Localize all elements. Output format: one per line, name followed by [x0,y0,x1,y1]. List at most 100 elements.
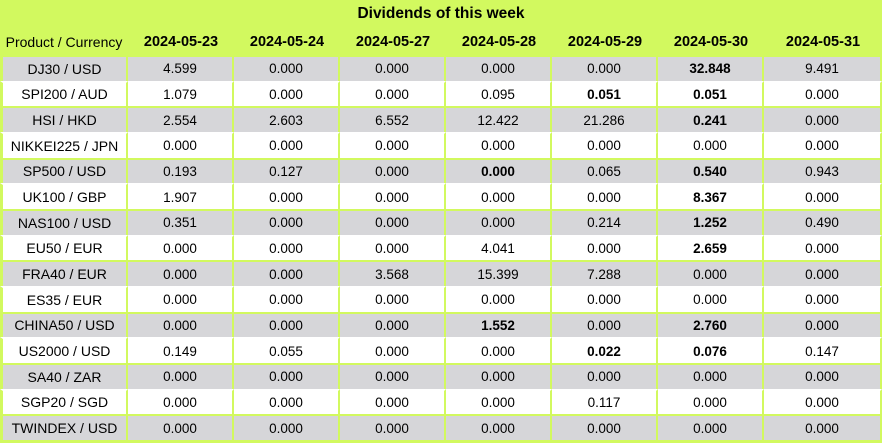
dividend-value-cell: 21.286 [552,106,658,132]
dividend-value-cell: 0.147 [764,337,882,363]
dividend-value-cell: 0.000 [764,285,882,312]
dividend-value-cell: 1.552 [446,311,552,338]
dividend-value-cell: 0.000 [128,311,234,338]
dividend-value-cell: 2.603 [234,106,340,132]
dividend-value-cell: 0.000 [552,285,658,312]
dividend-value-cell: 12.422 [446,106,552,132]
dividend-value-cell: 7.288 [552,260,658,286]
table-row: NAS100 / USD 0.351 0.000 0.000 0.000 0.214 1.2… [0,208,882,235]
column-header-product-currency: Product / Currency [0,28,128,55]
table-row: SPI200 / AUD 1.079 0.000 0.000 0.095 0.051 0.0… [0,80,882,107]
dividend-value-cell: 32.848 [658,55,764,81]
dividend-value-cell: 0.000 [234,80,340,107]
dividend-value-cell: 0.000 [128,388,234,415]
dividend-value-cell: 0.000 [234,55,340,81]
dividend-value-cell: 0.000 [128,362,234,389]
dividend-value-cell: 0.000 [764,311,882,338]
dividend-value-cell: 4.041 [446,234,552,261]
dividend-value-cell: 0.000 [764,260,882,286]
product-cell: NAS100 / USD [0,208,128,235]
table-row: SA40 / ZAR 0.000 0.000 0.000 0.000 0.000 0.000… [0,362,882,389]
dividend-value-cell: 0.000 [234,388,340,415]
dividend-value-cell: 0.241 [658,106,764,132]
dividend-value-cell: 0.000 [128,260,234,286]
dividend-value-cell: 0.055 [234,337,340,363]
dividend-value-cell: 0.000 [234,131,340,158]
dividend-value-cell: 0.000 [446,55,552,81]
column-header-date: 2024-05-24 [234,28,340,55]
dividend-value-cell: 1.252 [658,208,764,235]
table-row: US2000 / USD 0.149 0.055 0.000 0.000 0.022 0.0… [0,337,882,363]
dividend-value-cell: 9.491 [764,55,882,81]
dividend-value-cell: 0.000 [234,260,340,286]
table-row: NIKKEI225 / JPN 0.000 0.000 0.000 0.000 0.000… [0,131,882,158]
column-header-date: 2024-05-23 [128,28,234,55]
dividend-value-cell: 0.000 [764,388,882,415]
table-row: SP500 / USD 0.193 0.127 0.000 0.000 0.065 0.54… [0,157,882,184]
dividend-value-cell: 0.000 [658,388,764,415]
dividend-value-cell: 2.760 [658,311,764,338]
dividend-value-cell: 0.943 [764,157,882,184]
product-cell: US2000 / USD [0,337,128,363]
dividend-value-cell: 0.000 [552,414,658,440]
dividend-value-cell: 6.552 [340,106,446,132]
column-header-date: 2024-05-28 [446,28,552,55]
dividend-value-cell: 0.000 [658,260,764,286]
dividend-value-cell: 1.079 [128,80,234,107]
dividend-value-cell: 0.076 [658,337,764,363]
dividend-value-cell: 0.000 [552,131,658,158]
product-cell: CHINA50 / USD [0,311,128,338]
dividend-value-cell: 0.000 [446,388,552,415]
dividend-value-cell: 0.000 [446,183,552,209]
dividend-value-cell: 0.000 [340,157,446,184]
dividend-value-cell: 0.000 [764,80,882,107]
dividend-value-cell: 0.000 [340,183,446,209]
dividend-value-cell: 0.000 [340,414,446,440]
dividend-value-cell: 2.554 [128,106,234,132]
dividend-value-cell: 0.000 [764,362,882,389]
dividend-value-cell: 0.000 [552,234,658,261]
dividend-value-cell: 0.000 [658,285,764,312]
dividend-value-cell: 0.000 [658,131,764,158]
dividend-value-cell: 0.117 [552,388,658,415]
dividend-value-cell: 4.599 [128,55,234,81]
table-row: EU50 / EUR 0.000 0.000 0.000 4.041 0.000 2.659… [0,234,882,261]
dividend-value-cell: 0.000 [128,234,234,261]
column-header-date: 2024-05-31 [764,28,882,55]
dividend-value-cell: 0.000 [340,234,446,261]
dividend-value-cell: 0.000 [340,285,446,312]
dividend-value-cell: 0.000 [234,362,340,389]
dividend-value-cell: 0.351 [128,208,234,235]
product-cell: SGP20 / SGD [0,388,128,415]
dividend-value-cell: 0.000 [764,106,882,132]
product-cell: NIKKEI225 / JPN [0,131,128,158]
dividend-value-cell: 0.065 [552,157,658,184]
dividend-value-cell: 0.000 [128,131,234,158]
product-cell: SPI200 / AUD [0,80,128,107]
dividend-value-cell: 0.000 [446,131,552,158]
dividend-value-cell: 0.051 [658,80,764,107]
dividend-value-cell: 0.000 [446,414,552,440]
product-cell: HSI / HKD [0,106,128,132]
product-cell: SP500 / USD [0,157,128,184]
product-cell: DJ30 / USD [0,55,128,81]
dividend-value-cell: 0.000 [340,80,446,107]
dividend-value-cell: 0.022 [552,337,658,363]
dividend-value-cell: 0.000 [234,311,340,338]
dividend-value-cell: 0.000 [764,414,882,440]
dividend-value-cell: 8.367 [658,183,764,209]
dividend-value-cell: 0.000 [446,362,552,389]
dividend-value-cell: 0.000 [446,285,552,312]
dividend-value-cell: 0.000 [234,234,340,261]
page-title: Dividends of this week [0,0,882,28]
dividend-value-cell: 0.000 [234,414,340,440]
dividend-value-cell: 0.149 [128,337,234,363]
dividend-value-cell: 0.000 [340,388,446,415]
dividend-value-cell: 0.127 [234,157,340,184]
dividend-value-cell: 0.000 [340,362,446,389]
dividend-value-cell: 0.214 [552,208,658,235]
table-row: TWINDEX / USD 0.000 0.000 0.000 0.000 0.000 0.… [0,414,882,440]
dividend-value-cell: 0.000 [234,208,340,235]
table-row: CHINA50 / USD 0.000 0.000 0.000 1.552 0.000 2.… [0,311,882,338]
